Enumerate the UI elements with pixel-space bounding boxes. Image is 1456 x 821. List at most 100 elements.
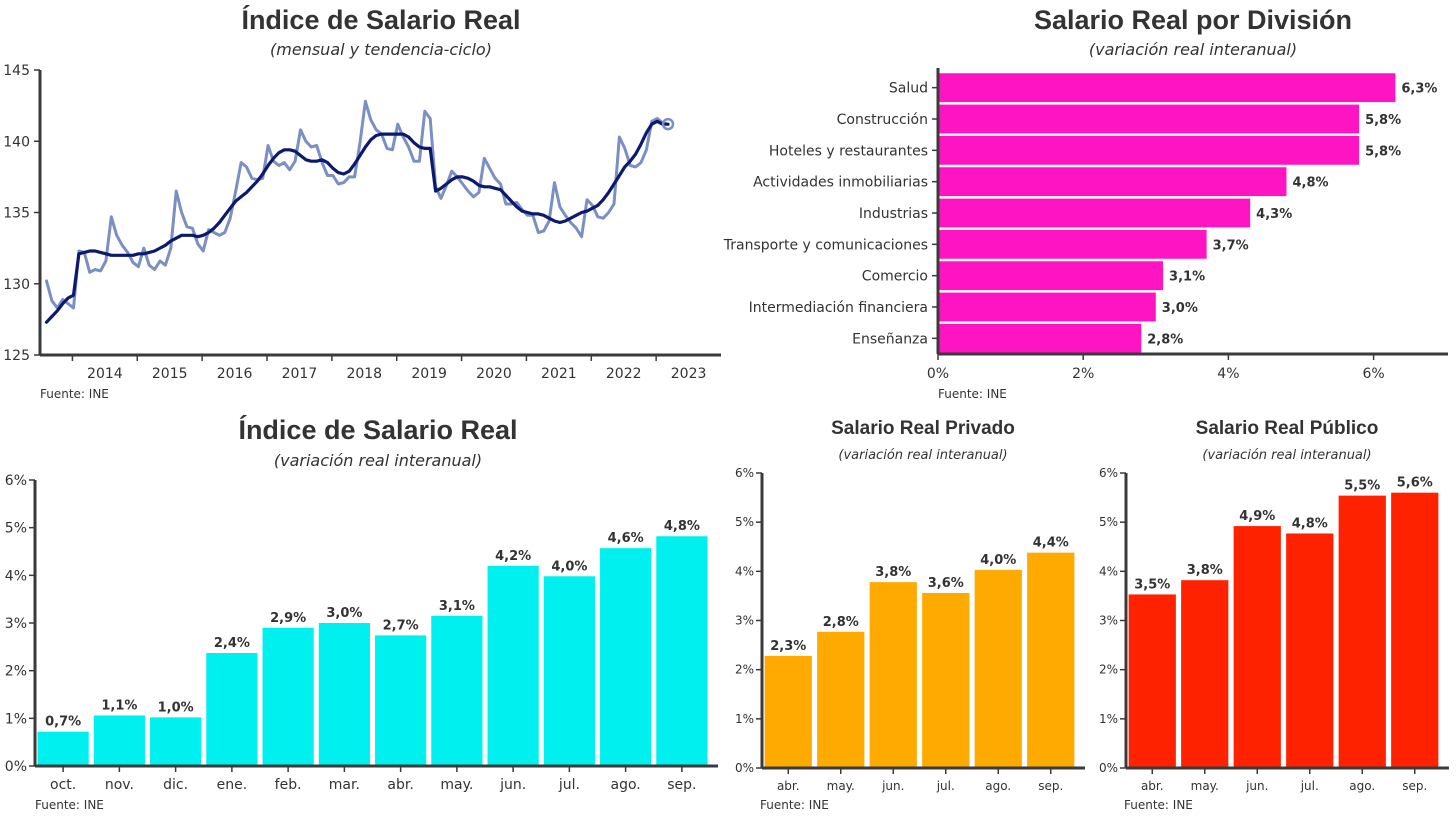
bar — [1391, 492, 1439, 768]
bar-value-label: 3,1% — [1169, 270, 1205, 285]
x-tick-label: oct. — [50, 777, 76, 793]
bar — [938, 261, 1164, 291]
x-tick-label: may. — [1191, 779, 1219, 793]
bar — [1338, 495, 1386, 768]
y-tick-label: 135 — [3, 206, 30, 222]
x-tick-label: 6% — [1362, 366, 1384, 382]
line-chart-subtitle: (mensual y tendencia-ciclo) — [270, 40, 492, 59]
y-tick-label: 5% — [735, 515, 754, 529]
category-label: Comercio — [862, 269, 928, 285]
category-label: Industrias — [859, 206, 928, 222]
x-tick-label: abr. — [777, 779, 800, 793]
bar — [938, 198, 1251, 228]
bar — [206, 653, 258, 766]
bar — [817, 631, 865, 768]
x-tick-label: jul. — [936, 779, 955, 793]
x-tick-label: dic. — [163, 777, 188, 793]
bar-value-label: 3,6% — [928, 576, 964, 591]
division-chart-subtitle: (variación real interanual) — [1089, 40, 1297, 59]
x-tick-label: feb. — [275, 777, 302, 793]
y-tick-label: 3% — [1099, 614, 1118, 628]
x-tick-label: 4% — [1217, 366, 1239, 382]
bar — [1027, 552, 1075, 768]
bar-value-label: 2,9% — [270, 611, 306, 626]
bar-value-label: 2,3% — [770, 639, 806, 654]
y-tick-label: 0% — [5, 759, 27, 775]
division-chart-source: Fuente: INE — [938, 387, 1007, 401]
y-tick-label: 125 — [3, 348, 30, 364]
public-chart-subtitle: (variación real interanual) — [1202, 448, 1371, 463]
y-tick-label: 2% — [1099, 663, 1118, 677]
public-bar-chart: 0% 1% 2% 3% 4% 5% 6% 3,5% abr. 3,8% may. 4,9% jun. 4,… — [1099, 466, 1449, 793]
bar-value-label: 4,0% — [980, 553, 1016, 568]
bar-value-label: 5,5% — [1344, 479, 1380, 494]
bar-value-label: 2,8% — [1147, 332, 1183, 347]
bar-value-label: 2,7% — [383, 618, 419, 633]
x-tick-label: 2% — [1072, 366, 1094, 382]
bar-value-label: 2,8% — [823, 615, 859, 630]
bar — [543, 576, 595, 766]
x-tick-label: ene. — [217, 777, 248, 793]
x-tick-label: jul. — [1300, 779, 1319, 793]
monthly-bar-chart-subtitle: (variación real interanual) — [274, 451, 482, 470]
bar — [1233, 526, 1281, 768]
category-label: Transporte y comunicaciones — [723, 237, 928, 253]
x-tick-label: 2014 — [87, 366, 123, 382]
last-point-marker — [661, 117, 675, 131]
monthly-bar-chart-source: Fuente: INE — [35, 798, 104, 812]
bar — [1128, 594, 1176, 768]
bar — [318, 623, 370, 766]
public-chart-title: Salario Real Público — [1196, 418, 1379, 439]
x-tick-label: 0% — [927, 366, 949, 382]
bar-value-label: 4,8% — [1292, 516, 1328, 531]
y-tick-label: 2% — [5, 664, 27, 680]
bar-value-label: 3,0% — [326, 606, 362, 621]
x-tick-label: 2019 — [411, 366, 447, 382]
x-tick-label: ago. — [611, 777, 641, 793]
bar — [974, 569, 1022, 768]
bar — [938, 135, 1360, 165]
category-label: Construcción — [837, 112, 928, 128]
bar-value-label: 3,5% — [1134, 577, 1170, 592]
private-chart-subtitle: (variación real interanual) — [838, 448, 1007, 463]
bar-value-label: 3,1% — [439, 599, 475, 614]
y-tick-label: 0% — [1099, 761, 1118, 775]
x-tick-label: 2015 — [152, 366, 188, 382]
x-tick-label: 2023 — [671, 366, 707, 382]
x-tick-label: 2016 — [217, 366, 253, 382]
monthly-bar-chart: 0% 1% 2% 3% 4% 5% 6% 0,7% oct. 1,1% nov. 1,0% dic. 2,… — [5, 473, 718, 793]
private-bar-chart: 0% 1% 2% 3% 4% 5% 6% 2,3% abr. 2,8% may. 3,8% jun. 3,… — [735, 466, 1085, 793]
x-tick-label: jun. — [881, 779, 904, 793]
x-tick-label: abr. — [1141, 779, 1164, 793]
bar — [262, 627, 314, 766]
bar — [93, 715, 145, 766]
y-tick-label: 140 — [3, 134, 30, 150]
bar-value-label: 1,0% — [158, 700, 194, 715]
x-tick-label: nov. — [105, 777, 134, 793]
bar-value-label: 4,0% — [551, 559, 587, 574]
trend-series-line — [44, 119, 670, 324]
bar — [764, 655, 812, 768]
x-tick-label: 2020 — [476, 366, 512, 382]
bar-value-label: 5,6% — [1397, 476, 1433, 491]
x-tick-label: sep. — [1038, 779, 1063, 793]
x-tick-label: 2021 — [541, 366, 577, 382]
bar-value-label: 5,8% — [1365, 144, 1401, 159]
bar-value-label: 4,9% — [1239, 509, 1275, 524]
y-tick-label: 1% — [1099, 712, 1118, 726]
x-tick-label: 2018 — [346, 366, 382, 382]
y-tick-label: 1% — [5, 711, 27, 727]
category-label: Salud — [889, 81, 928, 97]
y-tick-label: 6% — [735, 466, 754, 480]
bar — [938, 104, 1360, 134]
private-chart-title: Salario Real Privado — [831, 418, 1015, 439]
bar — [150, 717, 202, 766]
bar — [1181, 580, 1229, 768]
y-tick-label: 6% — [1099, 466, 1118, 480]
bar — [938, 323, 1142, 353]
bar — [938, 167, 1287, 197]
x-tick-label: sep. — [667, 777, 696, 793]
bar-value-label: 4,6% — [608, 531, 644, 546]
bar — [487, 565, 539, 766]
